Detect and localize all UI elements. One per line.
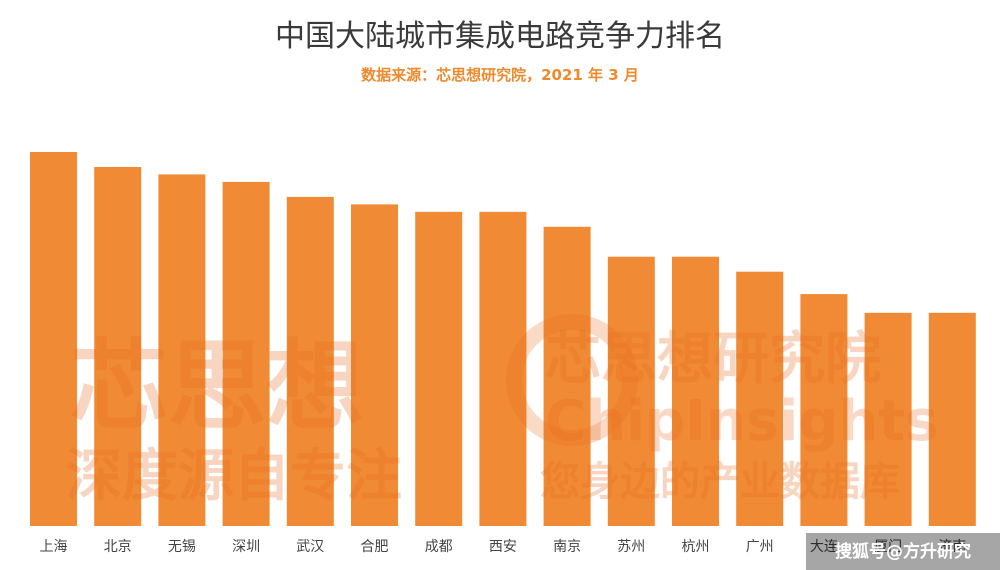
bar-12 <box>800 294 848 526</box>
watermark-logo-ring <box>506 314 638 446</box>
x-tick-label-4: 武汉 <box>296 539 324 555</box>
watermark-brand-en: ChipInsights <box>545 389 939 454</box>
watermark-institute: 芯思想研究院 <box>545 327 881 392</box>
x-tick-label-12: 大连 <box>810 539 838 555</box>
x-tick-label-9: 苏州 <box>617 539 645 555</box>
bar-6 <box>415 211 463 527</box>
chart-title: 中国大陆城市集成电路竞争力排名 <box>275 19 725 54</box>
x-tick-label-7: 西安 <box>489 539 517 555</box>
x-tick-label-6: 成都 <box>425 539 453 555</box>
x-tick-label-10: 杭州 <box>682 539 710 555</box>
bar-7 <box>479 211 527 527</box>
bar-5 <box>351 204 398 526</box>
x-tick-label-3: 深圳 <box>232 539 260 555</box>
bar-4 <box>286 196 334 526</box>
bar-13 <box>864 312 912 526</box>
bar-0 <box>30 152 77 526</box>
x-tick-label-8: 南京 <box>553 539 581 555</box>
bar-1 <box>94 167 142 526</box>
watermark-slogan: 深度源自专注 <box>66 444 402 509</box>
watermark: 芯思想 深度源自专注 芯思想研究院 ChipInsights 您身边的产业数据库 <box>66 314 939 509</box>
bar-3 <box>222 181 270 526</box>
x-tick-label-1: 北京 <box>104 539 132 555</box>
bar-8 <box>543 226 591 527</box>
bar-9 <box>607 256 655 526</box>
x-tick-label-11: 广州 <box>746 539 774 555</box>
credit-text: 搜狐号@方升研究 <box>835 541 971 562</box>
chart-subtitle: 数据来源：芯思想研究院，2021 年 3 月 <box>361 66 639 84</box>
bar-10 <box>672 256 719 526</box>
watermark-tagline: 您身边的产业数据库 <box>540 459 900 505</box>
x-tick-label-5: 合肥 <box>361 539 389 555</box>
watermark-brand: 芯思想 <box>70 330 364 444</box>
x-tick-label-2: 无锡 <box>168 539 196 555</box>
x-tick-labels: 上海 北京 无锡 深圳 武汉 合肥 成都 西安 南京 苏州 杭州 广州 大连 厦门 济南 <box>40 539 967 555</box>
bar-group <box>30 152 976 527</box>
bar-2 <box>158 174 206 526</box>
bar-11 <box>736 271 784 526</box>
x-tick-label-13: 厦门 <box>874 539 902 555</box>
x-tick-label-14: 济南 <box>938 539 966 555</box>
credit-backdrop <box>806 533 1000 570</box>
x-tick-label-0: 上海 <box>40 539 68 555</box>
bar-14 <box>928 312 976 526</box>
